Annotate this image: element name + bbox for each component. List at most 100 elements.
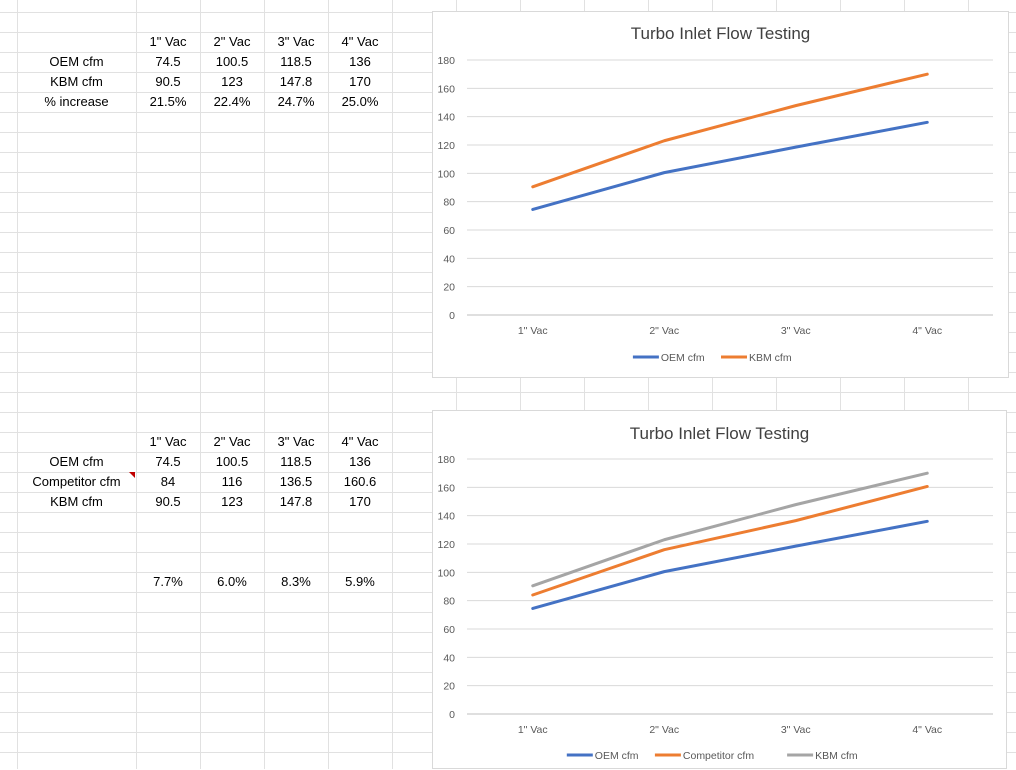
y-tick-label: 80 bbox=[443, 197, 455, 209]
legend-label: KBM cfm bbox=[815, 750, 858, 762]
y-tick-label: 100 bbox=[437, 168, 455, 180]
y-tick-label: 160 bbox=[437, 83, 455, 95]
y-tick-label: 40 bbox=[443, 253, 455, 265]
table-cell[interactable]: 160.6 bbox=[343, 474, 377, 489]
series-line bbox=[531, 519, 929, 610]
y-tick-label: 140 bbox=[437, 112, 455, 124]
data-point bbox=[794, 519, 797, 522]
y-tick-label: 140 bbox=[437, 511, 455, 523]
x-tick-label: 3" Vac bbox=[781, 724, 811, 736]
series-line bbox=[531, 120, 929, 211]
y-tick-label: 0 bbox=[449, 310, 455, 322]
data-point bbox=[663, 548, 666, 551]
y-tick-label: 180 bbox=[437, 454, 455, 466]
row-label[interactable]: KBM cfm bbox=[50, 494, 103, 509]
col-header[interactable]: 3" Vac bbox=[277, 34, 315, 49]
data-point bbox=[926, 520, 929, 523]
table-cell[interactable]: 21.5% bbox=[149, 94, 187, 109]
table-cell[interactable]: 118.5 bbox=[280, 454, 312, 469]
col-header[interactable]: 4" Vac bbox=[341, 34, 379, 49]
data-point bbox=[794, 104, 797, 107]
data-point bbox=[926, 73, 929, 76]
x-tick-label: 4" Vac bbox=[912, 724, 942, 736]
y-tick-label: 120 bbox=[437, 539, 455, 551]
y-tick-label: 180 bbox=[437, 55, 455, 67]
x-tick-label: 2" Vac bbox=[649, 724, 679, 736]
table-cell[interactable]: 123 bbox=[221, 494, 243, 509]
chart-top[interactable]: Turbo Inlet Flow Testing 0 20 40 60 80 100 120… bbox=[432, 11, 1009, 378]
data-point bbox=[663, 139, 666, 142]
chart-bottom[interactable]: Turbo Inlet Flow Testing 0 20 40 60 80 100 120… bbox=[432, 410, 1007, 769]
row-label[interactable]: OEM cfm bbox=[49, 54, 104, 69]
table-cell[interactable]: 90.5 bbox=[155, 74, 181, 89]
table-cell[interactable]: 100.5 bbox=[215, 54, 249, 69]
data-point bbox=[663, 570, 666, 573]
col-header[interactable]: 4" Vac bbox=[341, 434, 379, 449]
data-point bbox=[531, 594, 534, 597]
col-header[interactable]: 2" Vac bbox=[213, 434, 251, 449]
col-header[interactable]: 1" Vac bbox=[149, 434, 187, 449]
y-tick-label: 100 bbox=[437, 567, 455, 579]
data-point bbox=[794, 545, 797, 548]
table-cell[interactable]: 22.4% bbox=[213, 94, 251, 109]
table-cell[interactable]: 90.5 bbox=[155, 494, 181, 509]
y-tick-label: 0 bbox=[449, 709, 455, 721]
percent-cell[interactable]: 6.0% bbox=[217, 574, 247, 589]
table-cell[interactable]: 123 bbox=[221, 74, 243, 89]
table-cell[interactable]: 147.8 bbox=[279, 74, 313, 89]
x-tick-label: 2" Vac bbox=[649, 325, 679, 337]
percent-cell[interactable]: 7.7% bbox=[153, 574, 183, 589]
table-cell[interactable]: 136 bbox=[349, 454, 371, 469]
x-tick-label: 4" Vac bbox=[912, 325, 942, 337]
y-tick-label: 60 bbox=[443, 225, 455, 237]
y-tick-label: 40 bbox=[443, 652, 455, 664]
data-point bbox=[663, 171, 666, 174]
row-label[interactable]: OEM cfm bbox=[49, 454, 104, 469]
table-cell[interactable]: 74.5 bbox=[155, 54, 181, 69]
percent-cell[interactable]: 5.9% bbox=[345, 574, 375, 589]
row-label[interactable]: % increase bbox=[44, 94, 109, 109]
row-label[interactable]: Competitor cfm bbox=[32, 474, 121, 489]
data-point bbox=[926, 472, 929, 475]
table-cell[interactable]: 118.5 bbox=[280, 54, 312, 69]
row-label[interactable]: KBM cfm bbox=[50, 74, 103, 89]
legend-label: Competitor cfm bbox=[683, 750, 754, 762]
table-cell[interactable]: 136.5 bbox=[279, 474, 313, 489]
legend-label: OEM cfm bbox=[595, 750, 639, 762]
data-point bbox=[926, 485, 929, 488]
table-cell[interactable]: 116 bbox=[221, 474, 243, 489]
table-cell[interactable]: 170 bbox=[349, 74, 371, 89]
data-point bbox=[926, 121, 929, 124]
table-cell[interactable]: 84 bbox=[160, 474, 176, 489]
col-header[interactable]: 2" Vac bbox=[213, 34, 251, 49]
table-cell[interactable]: 74.5 bbox=[155, 454, 181, 469]
chart-plot: 0 20 40 60 80 100 120 140 160 180 1" Vac 2" Vac 3" V… bbox=[437, 454, 993, 762]
series-line bbox=[531, 471, 929, 588]
table-cell[interactable]: 136 bbox=[349, 54, 371, 69]
series-line bbox=[531, 72, 929, 189]
comment-indicator-icon[interactable] bbox=[129, 472, 135, 478]
col-header[interactable]: 3" Vac bbox=[277, 434, 315, 449]
x-tick-label: 1" Vac bbox=[518, 724, 548, 736]
series-line bbox=[531, 484, 929, 597]
legend-label: OEM cfm bbox=[661, 352, 705, 364]
data-point bbox=[531, 607, 534, 610]
y-tick-label: 60 bbox=[443, 624, 455, 636]
col-header[interactable]: 1" Vac bbox=[149, 34, 187, 49]
legend-label: KBM cfm bbox=[749, 352, 792, 364]
percent-cell[interactable]: 8.3% bbox=[281, 574, 311, 589]
data-point bbox=[794, 146, 797, 149]
y-tick-label: 20 bbox=[443, 681, 455, 693]
y-tick-label: 160 bbox=[437, 482, 455, 494]
data-point bbox=[531, 584, 534, 587]
table-cell[interactable]: 24.7% bbox=[277, 94, 315, 109]
data-point bbox=[531, 185, 534, 188]
table-cell[interactable]: 170 bbox=[349, 494, 371, 509]
table-cell[interactable]: 25.0% bbox=[341, 94, 379, 109]
y-tick-label: 20 bbox=[443, 282, 455, 294]
chart-plot: 0 20 40 60 80 100 120 140 160 180 1" Vac 2" Vac 3" V… bbox=[437, 55, 993, 364]
y-tick-label: 80 bbox=[443, 596, 455, 608]
table-cell[interactable]: 100.5 bbox=[215, 454, 249, 469]
data-point bbox=[794, 503, 797, 506]
table-cell[interactable]: 147.8 bbox=[279, 494, 313, 509]
